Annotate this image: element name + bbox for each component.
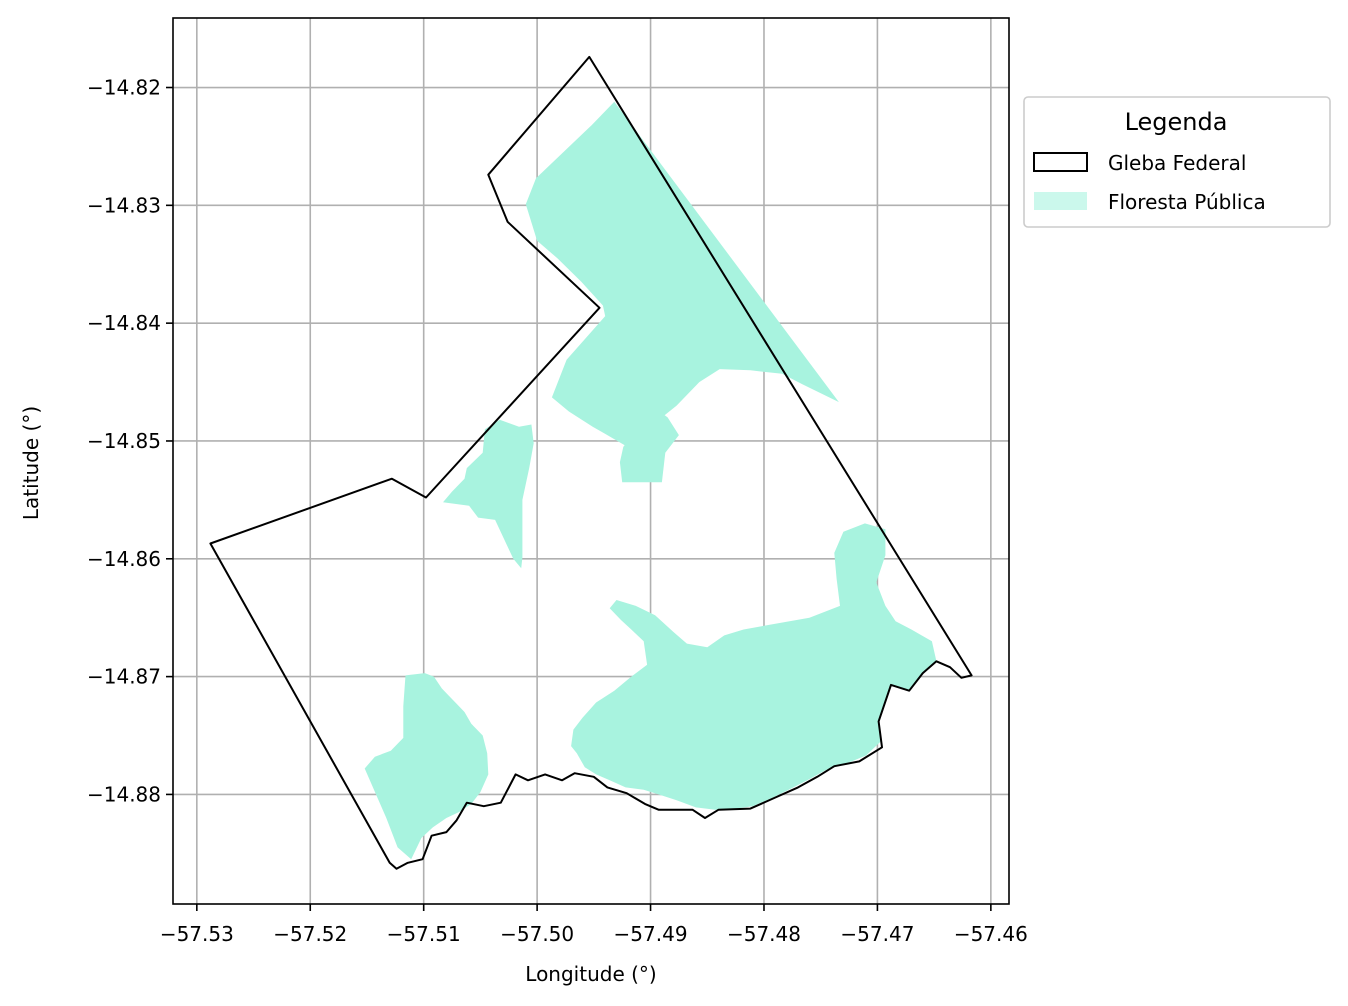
y-tick-label-1: −14.83 <box>87 193 161 217</box>
legend-title: Legenda <box>1125 108 1228 136</box>
legend-swatch-floresta-publica <box>1034 192 1087 210</box>
y-tick-label-4: −14.86 <box>87 547 161 571</box>
floresta-publica-patch-2 <box>619 408 679 483</box>
legend-frame <box>1023 96 1331 228</box>
x-axis-ticks: −57.53 −57.52 −57.51 −57.50 −57.49 −57.48 −57.… <box>160 904 1028 946</box>
plot-frame <box>172 17 1010 905</box>
y-tick-label-6: −14.88 <box>87 782 161 806</box>
legend: Legenda Gleba Federal Floresta Pública <box>1023 96 1331 228</box>
x-tick-label-1: −57.52 <box>273 922 347 946</box>
x-tick-label-0: −57.53 <box>160 922 234 946</box>
x-tick-label-6: −57.47 <box>840 922 914 946</box>
x-axis-label: Longitude (°) <box>525 962 656 986</box>
floresta-publica-patch-0 <box>525 101 839 446</box>
floresta-publica-patch-4 <box>571 523 937 810</box>
y-tick-label-0: −14.82 <box>87 76 161 100</box>
gleba-federal-boundary <box>209 55 973 870</box>
x-tick-label-3: −57.50 <box>500 922 574 946</box>
legend-label-floresta-publica: Floresta Pública <box>1108 190 1266 214</box>
x-tick-label-5: −57.48 <box>727 922 801 946</box>
floresta-publica-patch-1 <box>443 419 534 569</box>
x-tick-label-4: −57.49 <box>614 922 688 946</box>
y-tick-label-5: −14.87 <box>87 665 161 689</box>
y-tick-label-2: −14.84 <box>87 311 161 335</box>
x-tick-label-2: −57.51 <box>387 922 461 946</box>
y-axis-ticks: −14.82 −14.83 −14.84 −14.85 −14.86 −14.87 −14.… <box>87 76 173 806</box>
x-tick-label-7: −57.46 <box>954 922 1028 946</box>
y-axis-label: Latitude (°) <box>19 406 43 520</box>
legend-swatch-gleba-federal <box>1033 152 1088 172</box>
floresta-publica-patch-3 <box>364 673 489 860</box>
y-tick-label-3: −14.85 <box>87 429 161 453</box>
gleba-federal-layer <box>209 55 973 870</box>
legend-label-gleba-federal: Gleba Federal <box>1108 151 1246 175</box>
floresta-publica-layer <box>364 101 937 860</box>
